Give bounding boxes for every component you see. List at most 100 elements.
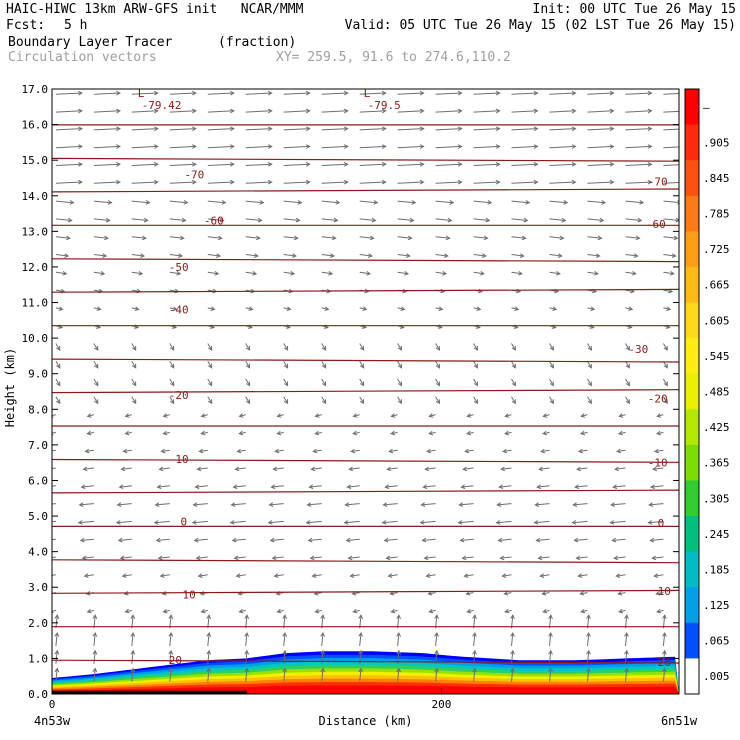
vector-arrow — [654, 449, 664, 452]
vector-arrowhead — [525, 199, 531, 205]
vector-arrowhead — [473, 381, 479, 387]
vector-arrowhead — [358, 667, 363, 673]
vector-arrow — [385, 485, 398, 488]
vector-arrowhead — [229, 144, 235, 149]
vector-arrow — [625, 92, 652, 95]
vector-arrow — [169, 343, 175, 351]
vector-arrow — [473, 163, 500, 166]
vector-arrowhead — [559, 235, 565, 241]
vector-arrowhead — [381, 179, 387, 185]
vector-arrow — [498, 538, 512, 541]
vector-arrowhead — [371, 217, 377, 223]
vector-arrow — [55, 271, 67, 275]
vector-arrow — [663, 128, 679, 131]
vector-arrowhead — [181, 217, 187, 223]
vector-arrowhead — [324, 306, 330, 311]
contour-line — [52, 288, 679, 293]
vector-arrow — [435, 271, 447, 275]
vector-arrowhead — [46, 467, 50, 471]
vector-arrowhead — [116, 502, 122, 507]
vector-arrow — [245, 361, 251, 369]
vector-arrow — [80, 538, 94, 541]
init-time: Init: 00 UTC Tue 26 May 15 — [532, 2, 737, 17]
vector-arrow — [435, 307, 443, 310]
vector-arrowhead — [358, 649, 363, 655]
vector-arrow — [359, 163, 386, 166]
vector-arrow — [612, 538, 626, 541]
vector-arrow — [207, 218, 224, 221]
vector-arrow — [245, 163, 272, 166]
vector-arrow — [663, 93, 679, 95]
vector-arrow — [93, 145, 120, 149]
vector-arrowhead — [116, 90, 121, 96]
vector-arrowhead — [618, 413, 624, 418]
vector-arrow — [201, 414, 208, 417]
vector-arrow — [435, 668, 438, 682]
vector-arrow — [245, 181, 272, 184]
vector-arrow — [435, 378, 440, 386]
vector-arrow — [549, 343, 554, 351]
vector-arrowhead — [457, 126, 463, 132]
vector-arrowhead — [662, 614, 667, 620]
vector-arrow — [473, 200, 492, 204]
vector-arrowhead — [62, 270, 68, 276]
contour-line — [52, 358, 679, 363]
vector-arrow — [663, 200, 679, 204]
vector-arrowhead — [81, 555, 87, 561]
vector-arrow — [321, 632, 324, 647]
vector-arrow — [198, 574, 208, 577]
vector-arrowhead — [434, 631, 439, 637]
vector-arrow — [538, 556, 550, 559]
vector-arrow — [662, 632, 666, 647]
temperature-contours — [52, 124, 679, 664]
plot-frame — [51, 88, 680, 695]
vector-arrowhead — [230, 502, 236, 507]
vector-arrow — [131, 615, 134, 629]
vector-arrow — [587, 378, 592, 386]
vector-arrowhead — [79, 537, 85, 543]
vector-arrow — [587, 200, 606, 204]
vector-arrow — [55, 163, 82, 166]
vector-arrowhead — [192, 502, 198, 507]
vector-arrowhead — [78, 144, 83, 149]
vector-arrow — [511, 254, 524, 257]
vector-arrow — [549, 378, 554, 386]
vector-arrowhead — [495, 162, 501, 167]
vector-arrowhead — [116, 179, 121, 185]
vector-arrowhead — [343, 179, 349, 185]
vector-arrow — [52, 485, 56, 487]
vector-arrowhead — [69, 199, 75, 205]
vector-arrow — [663, 218, 679, 221]
vector-arrowhead — [457, 162, 463, 167]
vector-arrowhead — [78, 108, 83, 114]
vector-arrow — [500, 556, 512, 559]
vector-arrow — [245, 92, 272, 95]
vector-arrowhead — [390, 413, 396, 418]
y-tick-label: 7.0 — [28, 439, 48, 452]
vector-arrowhead — [331, 235, 337, 241]
vector-arrow — [52, 431, 56, 434]
vector-arrow — [321, 254, 334, 257]
vector-arrow — [321, 271, 333, 275]
vector-arrowhead — [369, 235, 375, 241]
vector-arrowhead — [194, 484, 200, 490]
vector-arrow — [625, 128, 652, 131]
vector-arrow — [169, 110, 196, 113]
vector-arrowhead — [609, 179, 615, 185]
vector-arrowhead — [637, 217, 643, 223]
vector-arrowhead — [649, 537, 655, 543]
vector-arrowhead — [587, 381, 592, 387]
vector-arrow — [169, 181, 196, 184]
vector-arrow — [581, 609, 588, 613]
vector-arrow — [169, 271, 181, 275]
colorbar-swatch — [685, 195, 699, 232]
vector-arrow — [283, 181, 310, 184]
vector-arrow — [79, 503, 94, 506]
vector-arrowhead — [102, 253, 108, 258]
vector-arrow — [426, 574, 436, 577]
vector-arrow — [511, 271, 522, 275]
vector-arrow — [473, 361, 478, 369]
x-end-label: 6n51w — [661, 714, 698, 728]
vector-arrow — [93, 650, 96, 664]
vector-arrowhead — [94, 381, 99, 387]
